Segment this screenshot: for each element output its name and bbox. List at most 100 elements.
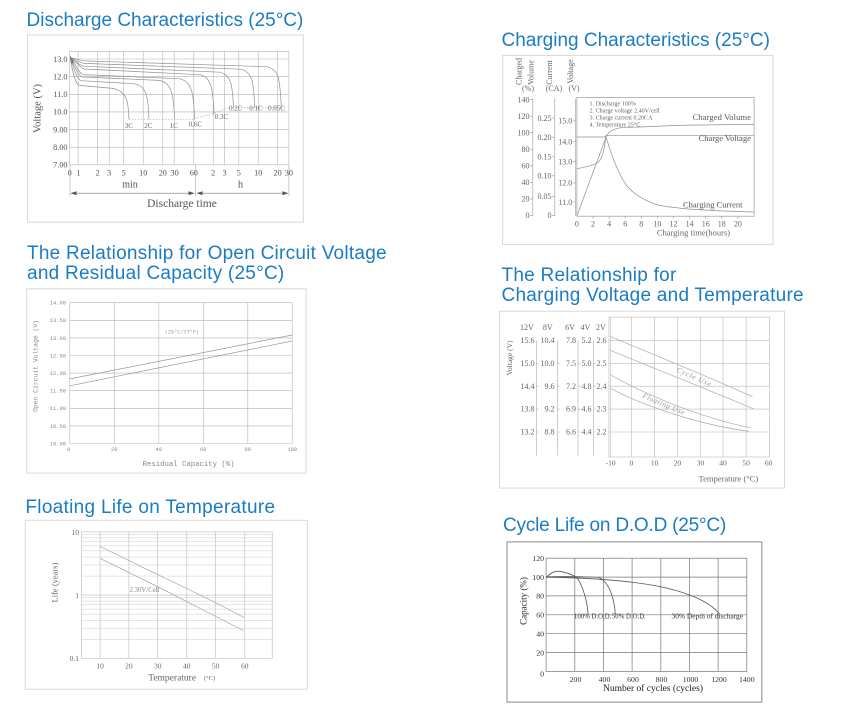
svg-text:2: 2 [591,220,595,229]
svg-text:0.3C: 0.3C [215,113,229,121]
svg-text:12.00: 12.00 [50,371,66,377]
svg-text:0: 0 [630,459,634,468]
svg-text:3C: 3C [125,122,134,130]
svg-text:13.8: 13.8 [521,405,535,414]
svg-text:Residual Capacity (%): Residual Capacity (%) [143,461,235,469]
svg-text:10: 10 [653,220,661,229]
svg-text:13.0: 13.0 [558,158,572,167]
svg-text:12.0: 12.0 [53,72,67,81]
svg-text:13.0: 13.0 [53,55,67,64]
svg-text:0.1: 0.1 [70,654,80,663]
svg-text:Cycle Use: Cycle Use [675,365,713,389]
svg-text:50: 50 [742,459,750,468]
svg-text:Voltage (V): Voltage (V) [505,340,514,376]
svg-text:40: 40 [183,662,191,671]
svg-text:2: 2 [96,169,100,178]
svg-text:2V: 2V [596,323,606,332]
svg-text:10: 10 [651,459,659,468]
svg-text:100: 100 [518,129,530,138]
svg-text:40: 40 [719,459,727,468]
svg-text:14.00: 14.00 [50,301,66,307]
svg-text:0.1C: 0.1C [249,104,263,112]
svg-text:4.4: 4.4 [582,428,592,437]
svg-text:12.0: 12.0 [558,179,572,188]
svg-text:10: 10 [96,662,104,671]
svg-text:1: 1 [77,169,81,178]
svg-text:(°C): (°C) [204,675,215,682]
svg-text:(V): (V) [568,84,579,93]
svg-text:50: 50 [212,662,220,671]
svg-text:Number of cycles (cycles): Number of cycles (cycles) [603,683,703,694]
svg-text:0: 0 [540,670,544,679]
svg-text:1. Discharge 100%: 1. Discharge 100% [590,102,636,108]
svg-text:50% D.O.D.: 50% D.O.D. [612,614,646,621]
svg-text:5.2: 5.2 [582,336,592,345]
svg-text:40: 40 [156,447,162,453]
svg-text:11.50: 11.50 [50,389,66,395]
svg-text:60: 60 [200,447,206,453]
svg-text:2.3: 2.3 [597,405,607,414]
svg-text:20: 20 [274,169,282,178]
svg-text:0.2C: 0.2C [229,104,243,112]
svg-text:30: 30 [171,169,179,178]
svg-text:40: 40 [522,178,530,187]
svg-text:10.50: 10.50 [50,424,66,430]
svg-text:800: 800 [656,675,668,684]
svg-text:200: 200 [570,675,582,684]
svg-text:(%): (%) [522,84,534,93]
svg-text:1C: 1C [170,122,179,130]
svg-text:0.05C: 0.05C [268,104,285,112]
svg-text:Charge Voltage: Charge Voltage [699,133,752,143]
svg-text:10.4: 10.4 [541,336,555,345]
svg-text:400: 400 [599,675,611,684]
svg-text:7.8: 7.8 [566,336,576,345]
svg-text:3: 3 [222,169,226,178]
svg-text:20: 20 [734,220,742,229]
svg-text:2.2: 2.2 [597,428,607,437]
svg-text:0.05: 0.05 [538,192,552,201]
svg-text:6.9: 6.9 [566,405,576,414]
svg-text:Voltage: Voltage [566,59,575,84]
svg-text:Capacity (%): Capacity (%) [519,577,529,625]
svg-text:10: 10 [254,169,262,178]
svg-text:2.30V/Cell: 2.30V/Cell [130,587,160,594]
svg-text:Charging Current: Charging Current [683,200,743,210]
svg-text:8: 8 [639,220,643,229]
svg-text:2C: 2C [144,122,153,130]
svg-text:Temperature: Temperature [148,674,196,684]
svg-text:100: 100 [287,447,297,453]
svg-text:1400: 1400 [739,675,755,684]
svg-text:60: 60 [190,169,198,178]
svg-text:Volume: Volume [527,60,536,85]
svg-text:11.0: 11.0 [559,198,573,207]
svg-text:-10: -10 [606,459,616,468]
svg-text:8.00: 8.00 [53,143,67,152]
svg-text:2.4: 2.4 [597,382,607,391]
svg-text:6: 6 [623,220,627,229]
svg-text:6V: 6V [565,323,575,332]
svg-text:2.6: 2.6 [597,336,607,345]
svg-text:12: 12 [670,220,678,229]
svg-text:6.6: 6.6 [566,428,576,437]
svg-text:9.2: 9.2 [545,405,555,414]
svg-text:h: h [238,180,243,191]
svg-text:5.0: 5.0 [582,359,592,368]
svg-text:2. Charge voltage 2.40V/cell: 2. Charge voltage 2.40V/cell [590,109,660,115]
svg-text:0: 0 [575,220,579,229]
svg-text:min: min [122,180,138,191]
svg-text:2.5: 2.5 [597,359,607,368]
svg-text:10.0: 10.0 [53,108,67,117]
svg-text:60: 60 [765,459,773,468]
svg-text:20: 20 [522,195,530,204]
svg-text:30: 30 [697,459,705,468]
svg-text:Open Circuit Voltage (V): Open Circuit Voltage (V) [33,320,40,412]
svg-text:3. Charge current 0.20CA: 3. Charge current 0.20CA [590,116,654,122]
svg-text:30: 30 [154,662,162,671]
svg-text:7.5: 7.5 [566,359,576,368]
svg-text:13.00: 13.00 [50,336,66,342]
svg-text:140: 140 [518,95,530,104]
svg-text:30% Depth of discharge: 30% Depth of discharge [672,611,744,620]
svg-text:Discharge time: Discharge time [147,198,217,210]
svg-text:12.50: 12.50 [50,353,66,359]
svg-text:11.00: 11.00 [50,406,66,412]
